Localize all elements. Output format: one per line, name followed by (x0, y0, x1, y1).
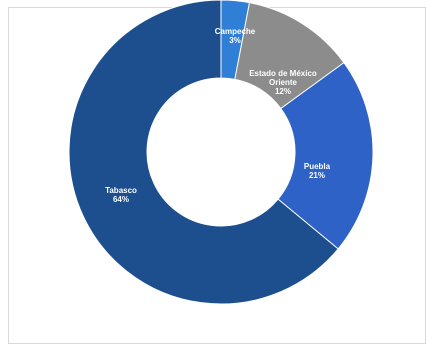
slice-labels: Campeche 3% Estado de México Oriente 12% Pueb… (105, 27, 331, 204)
slice-tabasco (68, 0, 339, 305)
slice-puebla (277, 61, 374, 250)
data-label-tabasco: Tabasco 64% (105, 186, 137, 204)
slices (68, 0, 374, 305)
data-label-estado-de-m-xico-oriente: Estado de México Oriente 12% (249, 69, 317, 96)
data-label-puebla: Puebla 21% (304, 162, 331, 180)
data-label-campeche: Campeche 3% (215, 27, 256, 45)
